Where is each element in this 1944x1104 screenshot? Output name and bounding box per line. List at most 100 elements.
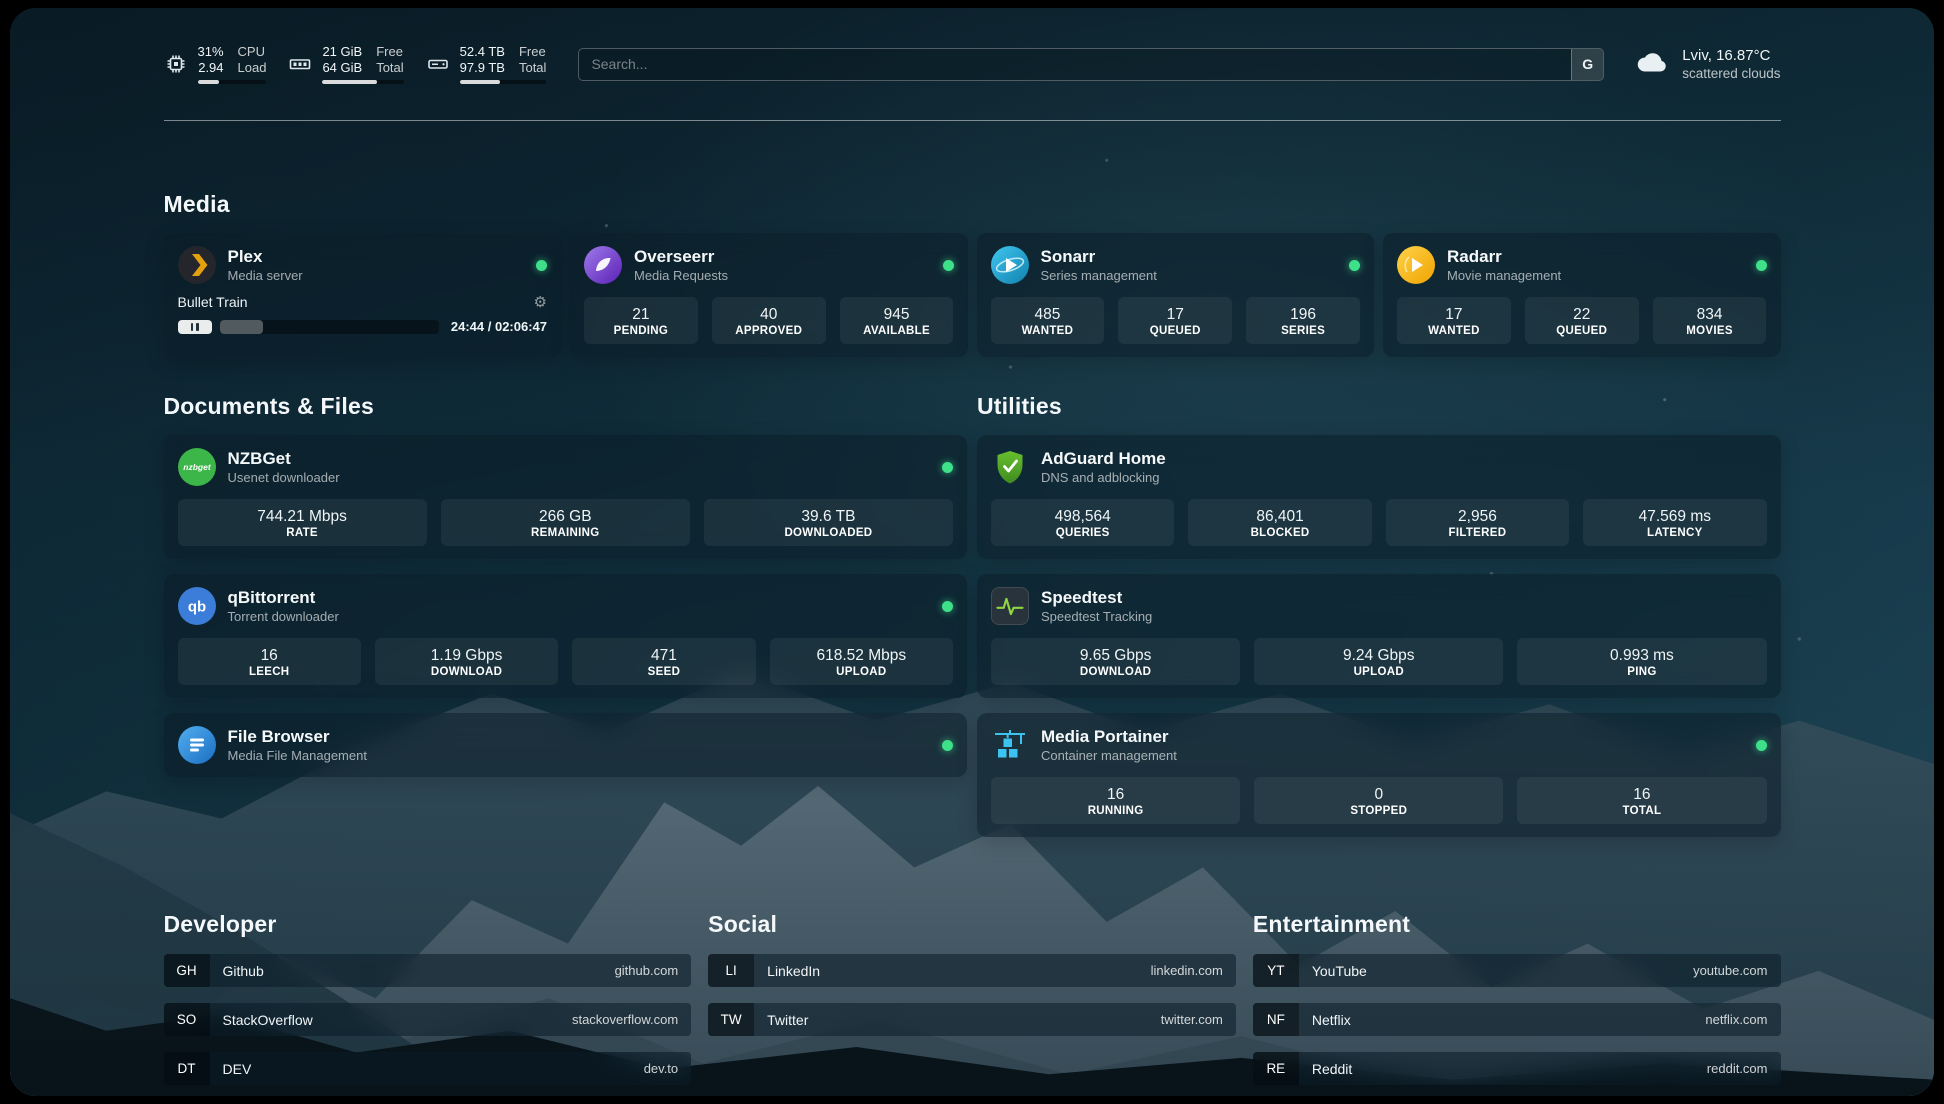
cloud-icon — [1636, 47, 1670, 81]
bookmark-stackoverflow[interactable]: SO StackOverflow stackoverflow.com — [163, 1003, 692, 1036]
playback-progress-track[interactable] — [219, 319, 439, 334]
search-input[interactable] — [579, 48, 1572, 80]
bookmark-abbr: SO — [163, 1003, 210, 1036]
stat-latency: 47.569 ms LATENCY — [1583, 499, 1767, 546]
documents-cards: nzbget NZBGet Usenet downloader 744.21 M… — [163, 435, 967, 777]
stat-wanted: 17 WANTED — [1397, 297, 1511, 344]
service-name: Sonarr — [1040, 246, 1096, 266]
bookmark-github[interactable]: GH Github github.com — [163, 954, 692, 987]
service-card-plex[interactable]: Plex Media server Bullet Train ⚙ 24:44 /… — [163, 233, 561, 357]
sonarr-icon — [990, 246, 1029, 284]
memory-readout: 21 GiB Free 64 GiB Total — [322, 44, 404, 84]
stat-value: 2,956 — [1458, 508, 1497, 525]
bookmark-url: github.com — [614, 963, 679, 978]
stat-value: 485 — [1034, 306, 1061, 323]
stat-value: 86,401 — [1256, 508, 1304, 525]
stat-label: UPLOAD — [836, 666, 887, 678]
service-subtitle: Torrent downloader — [227, 608, 339, 624]
pause-button[interactable] — [177, 319, 212, 334]
stat-movies: 834 MOVIES — [1652, 297, 1767, 344]
service-subtitle: Speedtest Tracking — [1041, 608, 1153, 624]
service-card-adguard[interactable]: AdGuard Home DNS and adblocking 498,564 … — [977, 435, 1781, 559]
stats-row: 17 WANTED 22 QUEUED 834 MOVIES — [1397, 297, 1767, 344]
playback-row: 24:44 / 02:06:47 — [177, 319, 547, 334]
bookmark-url: twitter.com — [1160, 1012, 1223, 1027]
service-card-radarr[interactable]: Radarr Movie management 17 WANTED 22 QUE… — [1383, 233, 1781, 357]
service-subtitle: Movie management — [1447, 267, 1562, 283]
card-header: Radarr Movie management — [1397, 246, 1767, 284]
stat-total: 16 TOTAL — [1517, 777, 1767, 824]
disk-progress-bar — [459, 80, 547, 84]
bookmark-name: Reddit — [1311, 1060, 1353, 1077]
bookmark-name: DEV — [222, 1060, 252, 1077]
service-subtitle: DNS and adblocking — [1041, 469, 1160, 485]
stat-queued: 22 QUEUED — [1524, 297, 1639, 344]
stats-row: 16 LEECH 1.19 Gbps DOWNLOAD 471 SEED — [177, 638, 953, 685]
bookmark-reddit[interactable]: RE Reddit reddit.com — [1252, 1052, 1781, 1085]
memory-free-value: 21 GiB — [322, 44, 363, 59]
stat-downloaded: 39.6 TB DOWNLOADED — [703, 499, 954, 546]
section-title-social: Social — [708, 911, 778, 937]
weather-location: Lviv, 16.87°C — [1682, 47, 1771, 64]
bookmark-name: LinkedIn — [767, 962, 821, 979]
bookmark-youtube[interactable]: YT YouTube youtube.com — [1252, 954, 1781, 987]
card-header: Overseerr Media Requests — [584, 246, 954, 284]
stat-available: 945 AVAILABLE — [839, 297, 954, 344]
bookmark-linkedin[interactable]: LI LinkedIn linkedin.com — [708, 954, 1236, 987]
service-card-overseerr[interactable]: Overseerr Media Requests 21 PENDING 40 A… — [570, 233, 968, 357]
stat-label: DOWNLOAD — [1079, 666, 1152, 678]
stat-label: MOVIES — [1686, 325, 1733, 337]
overseerr-icon — [584, 246, 622, 284]
playback-time: 24:44 / 02:06:47 — [450, 319, 547, 334]
player-settings-icon[interactable]: ⚙ — [533, 293, 547, 311]
memory-progress-bar — [322, 80, 404, 84]
status-dot — [536, 259, 547, 271]
search-provider-button[interactable]: G — [1571, 48, 1604, 80]
service-card-speedtest[interactable]: Speedtest Speedtest Tracking 9.65 Gbps D… — [977, 574, 1781, 698]
card-titles: Overseerr Media Requests — [634, 247, 728, 284]
card-header: File Browser Media File Management — [177, 726, 953, 764]
card-titles: Plex Media server — [228, 247, 303, 284]
bookmark-abbr: RE — [1252, 1052, 1299, 1085]
cpu-icon — [164, 52, 188, 76]
stat-value: 266 GB — [538, 508, 592, 525]
stat-label: QUEUED — [1556, 325, 1608, 337]
card-titles: qBittorrent Torrent downloader — [228, 588, 339, 625]
stat-label: BLOCKED — [1250, 527, 1310, 539]
bookmark-url: dev.to — [643, 1061, 679, 1076]
stat-approved: 40 APPROVED — [711, 297, 826, 344]
stat-value: 834 — [1696, 306, 1723, 323]
card-header: qb qBittorrent Torrent downloader — [177, 587, 953, 625]
stat-label: PING — [1627, 666, 1657, 678]
service-card-nzbget[interactable]: nzbget NZBGet Usenet downloader 744.21 M… — [163, 435, 967, 559]
service-card-qbittorrent[interactable]: qb qBittorrent Torrent downloader 16 — [163, 574, 967, 698]
stat-value: 40 — [760, 306, 778, 323]
portainer-icon — [991, 726, 1029, 764]
bookmark-url: reddit.com — [1706, 1061, 1768, 1076]
card-header: Plex Media server — [177, 246, 547, 284]
cpu-load-label: Load — [237, 60, 267, 75]
bookmark-twitter[interactable]: TW Twitter twitter.com — [708, 1003, 1236, 1036]
service-card-sonarr[interactable]: Sonarr Series management 485 WANTED 17 Q… — [976, 233, 1374, 357]
memory-widget: 21 GiB Free 64 GiB Total — [288, 44, 404, 84]
card-titles: Media Portainer Container management — [1041, 727, 1177, 764]
stat-value: 16 — [260, 647, 278, 664]
service-subtitle: Media server — [227, 267, 303, 283]
plex-icon — [177, 246, 216, 284]
stat-label: LEECH — [248, 666, 290, 678]
now-playing-title: Bullet Train — [177, 294, 248, 310]
speedtest-icon — [991, 587, 1029, 625]
service-card-portainer[interactable]: Media Portainer Container management 16 … — [977, 713, 1781, 837]
stat-label: REMAINING — [531, 527, 600, 539]
stat-filtered: 2,956 FILTERED — [1385, 499, 1570, 546]
service-name: Plex — [227, 246, 263, 266]
bookmark-netflix[interactable]: NF Netflix netflix.com — [1252, 1003, 1781, 1036]
bookmark-abbr: LI — [708, 954, 755, 987]
radarr-icon — [1397, 246, 1435, 284]
bookmark-dev[interactable]: DT DEV dev.to — [163, 1052, 692, 1085]
service-card-filebrowser[interactable]: File Browser Media File Management — [163, 713, 967, 777]
status-dot — [942, 461, 953, 473]
topbar: 31% CPU 2.94 Load — [164, 44, 1781, 84]
weather-widget[interactable]: Lviv, 16.87°C scattered clouds — [1636, 47, 1781, 81]
stat-label: WANTED — [1428, 325, 1480, 337]
